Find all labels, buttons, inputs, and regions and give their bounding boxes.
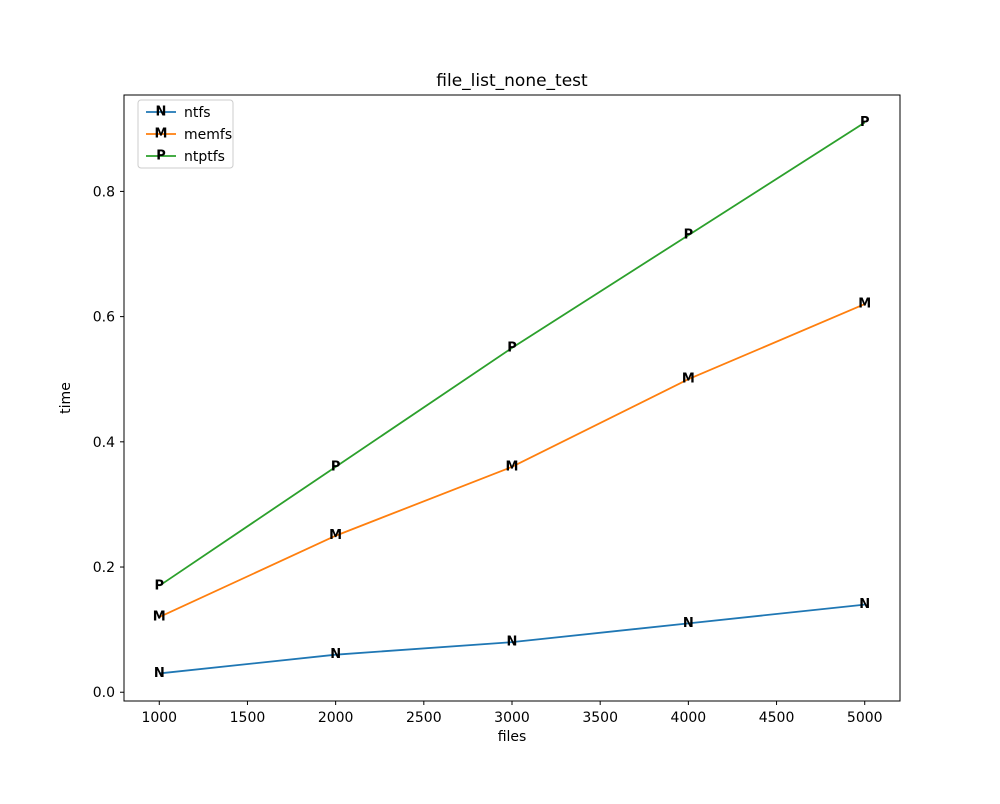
legend-marker-N-icon: N (156, 105, 167, 120)
x-axis-label: files (498, 729, 527, 745)
y-tick-label: 0.0 (93, 685, 115, 701)
x-tick-label: 2000 (318, 710, 354, 726)
y-tick-label: 0.2 (93, 560, 115, 576)
chart-title: file_list_none_test (436, 71, 588, 91)
marker-P-icon: P (507, 340, 517, 355)
legend-label-ntfs: ntfs (184, 105, 211, 121)
series-line-ntptfs (158, 121, 866, 587)
x-tick-label: 4500 (759, 710, 795, 726)
x-tick-label: 1500 (230, 710, 266, 726)
marker-N-icon: N (859, 597, 870, 612)
marker-P-icon: P (331, 459, 341, 474)
legend-label-memfs: memfs (184, 127, 232, 143)
y-tick-label: 0.6 (93, 310, 115, 326)
plot-area (123, 94, 901, 702)
marker-M-icon: M (682, 372, 695, 387)
y-tick-label: 0.4 (93, 435, 115, 451)
legend-box (137, 99, 234, 169)
x-tick-label: 3500 (582, 710, 618, 726)
x-tick-label: 5000 (847, 710, 883, 726)
x-tick-label: 3000 (494, 710, 530, 726)
legend-label-ntptfs: ntptfs (184, 149, 225, 165)
marker-P-icon: P (860, 115, 870, 130)
y-axis-label: time (58, 382, 74, 414)
plot-layer: 1000 1500 2000 2500 3000 3500 4000 4500 5000 0.0 0… (93, 94, 901, 726)
marker-P-icon: P (155, 578, 165, 593)
marker-N-icon: N (154, 666, 165, 681)
legend-marker-M-icon: M (155, 127, 168, 142)
marker-P-icon: P (684, 228, 694, 243)
y-tick-label: 0.8 (93, 184, 115, 200)
series-line-ntfs (159, 603, 865, 675)
x-tick-label: 4000 (671, 710, 707, 726)
marker-M-icon: M (329, 528, 342, 543)
marker-N-icon: N (507, 635, 518, 650)
marker-M-icon: M (153, 610, 166, 625)
marker-N-icon: N (330, 647, 341, 662)
legend-marker-P-icon: P (156, 149, 166, 164)
series-line-memfs (158, 303, 866, 618)
marker-M-icon: M (506, 459, 519, 474)
marker-N-icon: N (683, 616, 694, 631)
x-tick-label: 2500 (406, 710, 442, 726)
x-tick-label: 1000 (141, 710, 177, 726)
marker-M-icon: M (858, 297, 871, 312)
